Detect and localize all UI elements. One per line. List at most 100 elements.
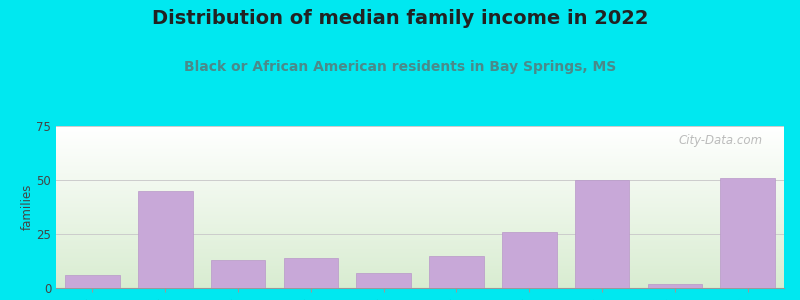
Bar (56, 242, 784, 243)
Bar (56, 129, 784, 130)
Bar (56, 208, 784, 209)
Bar (56, 162, 784, 163)
Bar (56, 189, 784, 190)
Bar (56, 287, 784, 288)
Bar (56, 272, 784, 273)
Bar (56, 167, 784, 168)
Bar (56, 206, 784, 207)
Bar (56, 214, 784, 215)
Bar (56, 200, 784, 201)
Bar (56, 229, 784, 230)
Bar (56, 258, 784, 259)
Bar (56, 170, 784, 171)
Bar (56, 183, 784, 184)
Bar (56, 139, 784, 140)
Bar (56, 275, 784, 276)
Bar (56, 140, 784, 141)
Text: Distribution of median family income in 2022: Distribution of median family income in … (152, 9, 648, 28)
Bar (56, 230, 784, 231)
Bar (56, 220, 784, 221)
Bar (56, 132, 784, 133)
Bar (56, 184, 784, 185)
Bar (56, 255, 784, 256)
Bar (56, 245, 784, 246)
Bar (56, 168, 784, 169)
Bar (56, 209, 784, 210)
Bar (56, 186, 784, 187)
Bar (56, 146, 784, 147)
Bar (56, 199, 784, 200)
Bar (56, 138, 784, 139)
Text: Black or African American residents in Bay Springs, MS: Black or African American residents in B… (184, 60, 616, 74)
Bar (56, 192, 784, 193)
Bar (56, 196, 784, 197)
Bar (56, 182, 784, 183)
Bar (56, 223, 784, 224)
Bar (56, 165, 784, 166)
Bar (56, 238, 784, 239)
Bar (56, 226, 784, 227)
Bar (56, 126, 784, 127)
Bar (56, 188, 784, 189)
Bar (56, 277, 784, 278)
Bar (56, 130, 784, 131)
Bar (56, 247, 784, 248)
Bar (56, 243, 784, 244)
Bar (56, 154, 784, 155)
Bar (210, 260, 266, 288)
Bar (56, 134, 784, 135)
Bar (56, 266, 784, 267)
Bar (56, 197, 784, 198)
Bar (56, 253, 784, 254)
Bar (138, 191, 193, 288)
Bar (56, 270, 784, 271)
Bar (56, 176, 784, 177)
Bar (56, 141, 784, 142)
Bar (56, 147, 784, 148)
Bar (56, 235, 784, 236)
Bar (56, 142, 784, 143)
Bar (56, 246, 784, 247)
Bar (56, 237, 784, 238)
Bar (56, 281, 784, 282)
Bar (56, 159, 784, 160)
Bar (56, 280, 784, 281)
Bar (502, 232, 557, 288)
Bar (56, 149, 784, 150)
Bar (56, 187, 784, 188)
Bar (56, 227, 784, 228)
Bar (56, 273, 784, 274)
Bar (56, 262, 784, 263)
Bar (56, 265, 784, 266)
Bar (56, 190, 784, 191)
Bar (56, 232, 784, 233)
Bar (56, 274, 784, 275)
Bar (56, 204, 784, 205)
Bar (574, 180, 630, 288)
Bar (720, 178, 775, 288)
Bar (56, 248, 784, 249)
Bar (65, 275, 120, 288)
Bar (56, 231, 784, 232)
Bar (56, 211, 784, 212)
Bar (56, 163, 784, 164)
Bar (56, 198, 784, 199)
Bar (56, 205, 784, 206)
Bar (56, 193, 784, 194)
Bar (56, 135, 784, 136)
Bar (56, 268, 784, 269)
Bar (56, 261, 784, 262)
Bar (56, 221, 784, 222)
Bar (56, 207, 784, 208)
Bar (56, 264, 784, 265)
Bar (56, 225, 784, 226)
Bar (56, 228, 784, 229)
Bar (56, 174, 784, 175)
Bar (56, 133, 784, 134)
Bar (56, 222, 784, 223)
Bar (56, 173, 784, 174)
Y-axis label: families: families (21, 184, 34, 230)
Bar (56, 249, 784, 250)
Bar (56, 250, 784, 251)
Bar (56, 158, 784, 159)
